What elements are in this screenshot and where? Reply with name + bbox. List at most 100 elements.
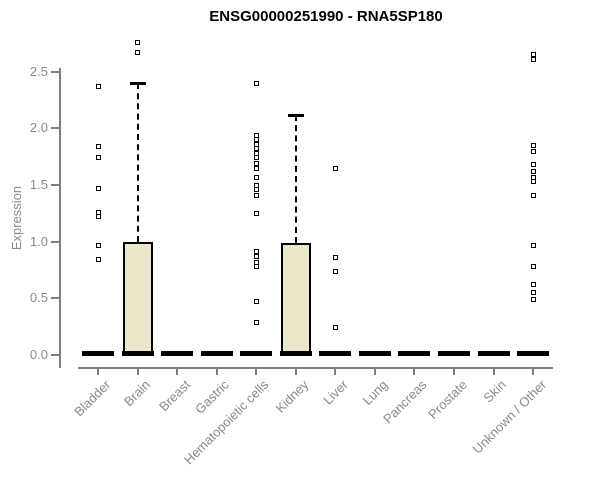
median-bar [437, 351, 470, 356]
outlier-point [530, 52, 536, 58]
chart-title: ENSG00000251990 - RNA5SP180 [209, 8, 443, 25]
x-axis-tick-label: Brain [121, 377, 154, 410]
median-bar [358, 351, 391, 356]
x-axis-tick [413, 368, 416, 375]
outlier-point [253, 299, 259, 305]
outlier-point [530, 296, 536, 302]
outlier-point [95, 83, 101, 89]
outlier-point [530, 192, 536, 198]
outlier-point [253, 253, 259, 259]
outlier-point [95, 214, 101, 220]
x-axis-tick-label: Bladder [71, 377, 114, 420]
outlier-point [530, 142, 536, 148]
outlier-point [253, 141, 259, 147]
outlier-point [95, 185, 101, 191]
outlier-point [135, 39, 141, 45]
x-axis-tick-label: Skin [480, 377, 510, 406]
outlier-point [530, 264, 536, 270]
x-axis-tick [334, 368, 337, 375]
median-bar [279, 351, 312, 356]
y-axis-tick [51, 70, 60, 73]
outlier-point [530, 168, 536, 174]
median-bar [200, 351, 233, 356]
y-axis-tick [51, 184, 60, 187]
x-axis-tick [373, 368, 376, 375]
median-bar [82, 351, 114, 356]
outlier-point [253, 137, 259, 143]
x-axis-tick-label: Kidney [272, 377, 312, 416]
y-axis-tick-label: 0.0 [29, 347, 48, 362]
x-axis-tick-label: Unknown / Other [469, 377, 549, 457]
outlier-point [253, 161, 259, 167]
y-axis-tick [51, 240, 60, 243]
outlier-point [530, 56, 536, 62]
outlier-point [530, 282, 536, 288]
upper-whisker-cap [287, 113, 304, 117]
x-axis-tick-label: Breast [155, 377, 193, 415]
outlier-point [530, 290, 536, 296]
median-bar [477, 351, 510, 356]
outlier-point [253, 259, 259, 265]
outlier-point [530, 174, 536, 180]
outlier-point [253, 192, 259, 198]
iqr-box [122, 241, 153, 356]
median-bar [161, 351, 194, 356]
outlier-point [95, 209, 101, 215]
outlier-point [95, 155, 101, 161]
outlier-point [332, 165, 338, 171]
x-axis-tick [176, 368, 179, 375]
outlier-point [253, 174, 259, 180]
x-axis-tick [294, 368, 297, 375]
median-bar [517, 351, 550, 356]
outlier-point [95, 257, 101, 263]
median-bar [121, 351, 154, 356]
x-axis-tick [215, 368, 218, 375]
outlier-point [332, 268, 338, 274]
x-axis-tick [136, 368, 139, 375]
x-axis [78, 367, 553, 369]
y-axis-tick [51, 127, 60, 130]
median-bar [319, 351, 352, 356]
outlier-point [253, 80, 259, 86]
upper-whisker [294, 114, 297, 243]
median-bar [398, 351, 431, 356]
x-axis-tick [97, 368, 99, 375]
outlier-point [530, 162, 536, 168]
outlier-point [253, 165, 259, 171]
outlier-point [253, 155, 259, 161]
outlier-point [135, 49, 141, 55]
outlier-point [253, 146, 259, 152]
outlier-point [253, 150, 259, 156]
y-axis-tick-label: 2.5 [29, 63, 48, 79]
y-axis-tick-label: 1.5 [29, 177, 48, 193]
y-axis-tick [51, 297, 60, 300]
outlier-point [95, 242, 101, 248]
x-axis-tick-label: Lung [359, 377, 391, 409]
median-bar [240, 351, 273, 356]
x-axis-tick-label: Liver [320, 377, 351, 408]
x-axis-tick [452, 368, 455, 375]
outlier-point [253, 249, 259, 255]
outlier-point [253, 210, 259, 216]
upper-whisker [136, 83, 139, 242]
outlier-point [332, 255, 338, 261]
y-axis-tick-label: 2.0 [29, 120, 48, 136]
outlier-point [530, 179, 536, 185]
outlier-point [253, 264, 259, 270]
y-axis-tick-label: 0.5 [29, 290, 48, 306]
y-axis-tick [51, 354, 60, 356]
x-axis-tick [255, 368, 258, 375]
outlier-point [253, 319, 259, 325]
iqr-box [280, 242, 311, 356]
outlier-point [95, 144, 101, 150]
x-axis-tick [492, 368, 495, 375]
outlier-point [332, 325, 338, 331]
x-axis-tick [532, 368, 535, 375]
y-axis [59, 68, 61, 368]
x-axis-tick-label: Prostate [424, 377, 470, 422]
outlier-point [530, 148, 536, 154]
y-axis-tick-label: 1.0 [29, 233, 48, 249]
upper-whisker-cap [129, 82, 146, 86]
